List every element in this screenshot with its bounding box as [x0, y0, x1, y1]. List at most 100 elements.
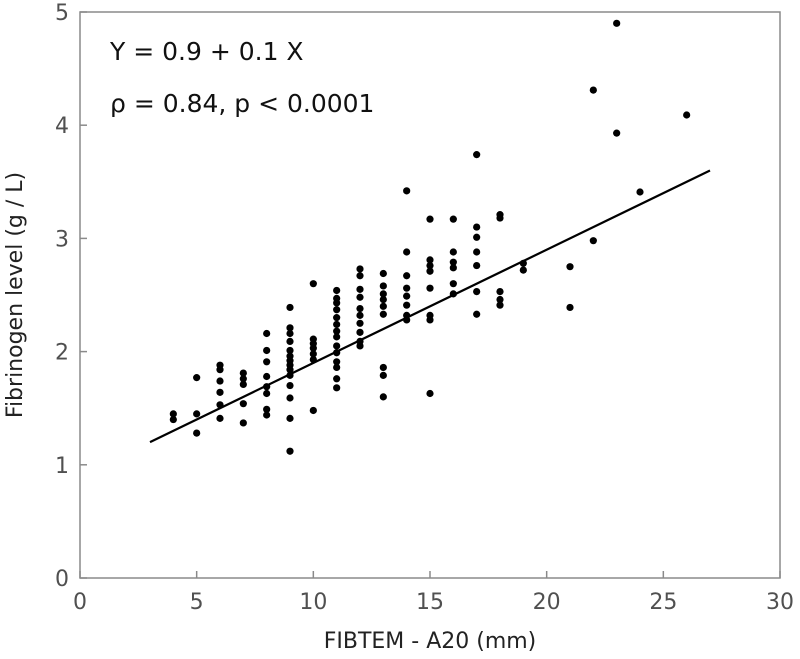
data-point — [636, 188, 644, 196]
x-tick-label: 5 — [190, 590, 204, 615]
data-point — [286, 447, 294, 455]
y-axis-title: Fibrinogen level (g / L) — [3, 172, 28, 418]
data-point — [216, 377, 224, 385]
data-point — [263, 358, 271, 366]
data-point — [286, 329, 294, 338]
data-point — [379, 282, 387, 290]
data-point — [333, 306, 341, 314]
data-point — [379, 269, 387, 278]
data-point — [239, 369, 247, 377]
data-point — [449, 264, 457, 272]
data-point — [496, 214, 504, 222]
data-point — [403, 284, 411, 292]
data-point — [286, 324, 294, 332]
data-point — [496, 301, 504, 309]
data-point — [333, 363, 341, 372]
data-point — [613, 129, 621, 137]
data-point — [239, 375, 247, 383]
data-point — [566, 303, 574, 312]
data-points — [169, 19, 691, 455]
data-point — [239, 380, 247, 389]
data-point — [356, 265, 364, 273]
data-point — [426, 267, 434, 275]
data-point — [379, 310, 387, 318]
y-tick-label: 0 — [55, 567, 69, 592]
data-point — [613, 19, 621, 27]
data-point — [496, 288, 504, 296]
data-point — [473, 151, 481, 159]
data-point — [216, 388, 224, 396]
y-tick-label: 5 — [55, 1, 69, 26]
data-point — [309, 280, 317, 288]
data-point — [286, 394, 294, 402]
x-tick-label: 20 — [533, 590, 561, 615]
data-point — [356, 272, 364, 280]
data-point — [333, 333, 341, 341]
data-point — [263, 389, 271, 398]
data-point — [333, 314, 341, 322]
data-point — [309, 406, 317, 415]
data-point — [449, 280, 457, 288]
data-point — [309, 350, 317, 358]
correlation-annotation: ρ = 0.84, p < 0.0001 — [110, 89, 374, 118]
data-point — [426, 284, 434, 292]
regression-line — [149, 169, 711, 444]
y-tick-label: 1 — [55, 454, 69, 479]
data-point — [379, 371, 387, 379]
data-point — [566, 263, 574, 271]
data-point — [426, 316, 434, 324]
data-point — [333, 320, 341, 329]
data-point — [286, 346, 294, 355]
data-point — [589, 86, 597, 94]
data-point — [193, 410, 201, 418]
data-point — [286, 366, 294, 374]
data-point — [356, 285, 364, 293]
data-point — [356, 342, 364, 350]
y-axis-ticks: 0 1 2 3 4 5 — [55, 1, 87, 592]
data-point — [473, 310, 481, 318]
data-point — [449, 248, 457, 256]
data-point — [333, 358, 341, 366]
data-point — [426, 389, 434, 398]
data-point — [403, 301, 411, 309]
data-point — [333, 299, 341, 307]
data-point — [379, 290, 387, 298]
data-point — [333, 286, 341, 295]
data-point — [403, 292, 411, 300]
data-point — [473, 233, 481, 241]
data-point — [263, 405, 271, 413]
y-tick-label: 2 — [55, 341, 69, 366]
data-point — [286, 381, 294, 390]
data-point — [309, 344, 317, 352]
data-point — [473, 261, 481, 270]
data-point — [169, 410, 177, 418]
data-point — [333, 375, 341, 383]
data-point — [193, 374, 201, 382]
data-point — [263, 329, 271, 338]
data-point — [286, 303, 294, 312]
x-tick-label: 15 — [416, 590, 444, 615]
x-tick-label: 0 — [73, 590, 87, 615]
data-point — [356, 304, 364, 313]
data-point — [449, 258, 457, 266]
data-point — [473, 223, 481, 231]
data-point — [379, 393, 387, 401]
data-point — [193, 429, 201, 437]
data-point — [403, 187, 411, 195]
data-point — [426, 256, 434, 264]
data-point — [239, 419, 247, 427]
data-point — [286, 337, 294, 346]
data-point — [496, 295, 504, 304]
y-tick-label: 4 — [55, 114, 69, 139]
data-point — [356, 328, 364, 336]
data-point — [356, 311, 364, 319]
data-point — [426, 215, 434, 223]
data-point — [216, 366, 224, 374]
data-point — [286, 414, 294, 422]
data-point — [403, 272, 411, 280]
regression-equation: Y = 0.9 + 0.1 X — [109, 37, 304, 66]
data-point — [473, 288, 481, 296]
data-point — [263, 411, 271, 419]
data-point — [379, 302, 387, 310]
